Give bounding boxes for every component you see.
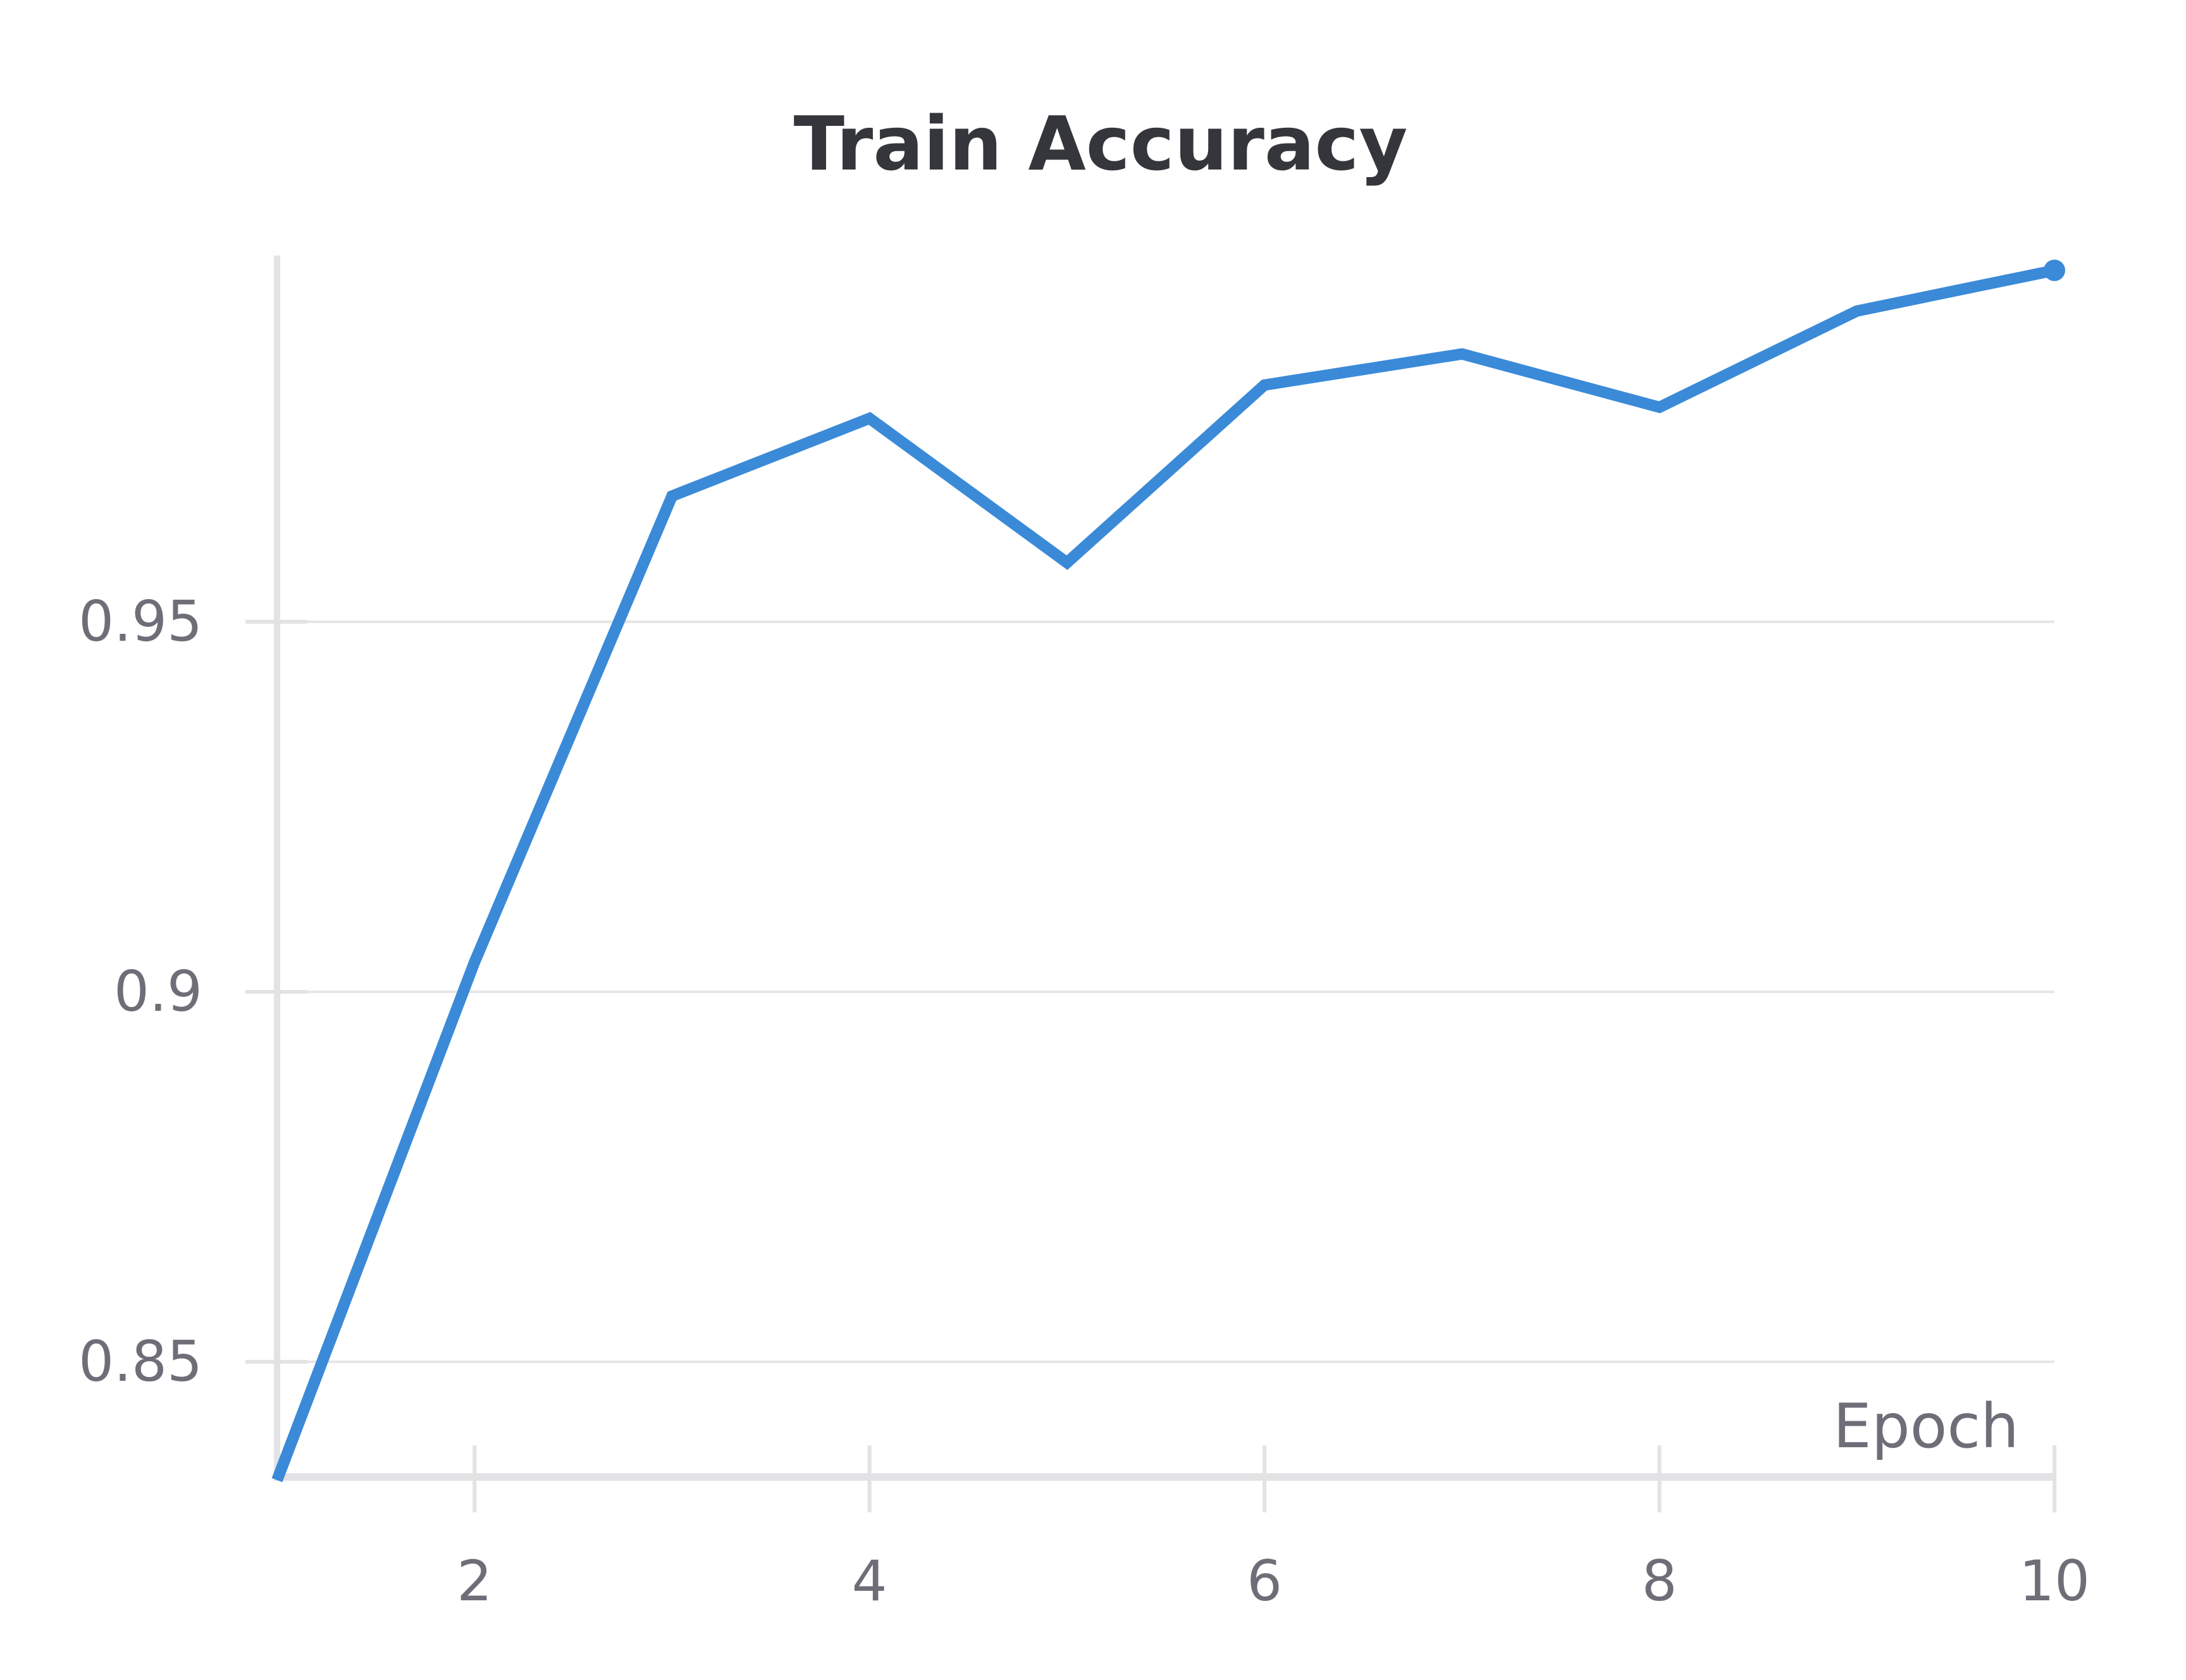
series-point xyxy=(1654,402,1665,413)
x-tick-label: 4 xyxy=(852,1548,887,1614)
series-point xyxy=(271,1474,283,1486)
x-tick-label: 8 xyxy=(1642,1548,1677,1614)
series-point xyxy=(469,956,480,968)
series-point xyxy=(1851,306,1863,317)
y-tick-label: 0.85 xyxy=(78,1329,202,1394)
tick-labels: 0.85 0.9 0.95 2 4 6 8 10 xyxy=(78,589,2090,1614)
axes xyxy=(245,256,2056,1512)
x-tick-label: 10 xyxy=(2019,1548,2090,1614)
y-tick-label: 0.9 xyxy=(114,959,202,1024)
x-tick-label: 2 xyxy=(457,1548,492,1614)
series-point xyxy=(1259,380,1270,391)
y-tick-label: 0.95 xyxy=(78,589,202,654)
series-point xyxy=(1456,349,1467,360)
series-line xyxy=(271,264,2056,1483)
x-axis-label: Epoch xyxy=(1833,1391,2019,1462)
series-point xyxy=(1061,557,1073,568)
x-tick-label: 6 xyxy=(1247,1548,1282,1614)
series-point xyxy=(666,490,677,502)
grid-lines xyxy=(277,621,2054,1363)
chart-title: Train Accuracy xyxy=(794,100,1408,187)
series-point xyxy=(864,412,875,424)
series-layer xyxy=(271,259,2065,1486)
series-endpoint-marker xyxy=(2044,259,2065,281)
